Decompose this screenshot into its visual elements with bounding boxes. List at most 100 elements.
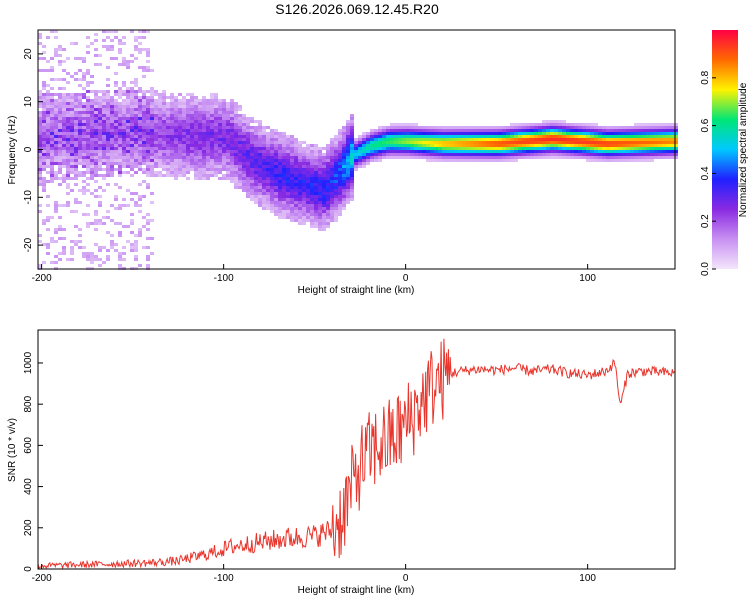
spectrogram-cell	[74, 138, 78, 141]
spectrogram-cell	[94, 39, 98, 42]
spectrogram-cell	[298, 159, 302, 162]
spectrogram-cell	[138, 228, 142, 231]
spectrogram-cell	[670, 147, 674, 150]
spectrogram-cell	[90, 135, 94, 138]
spectrogram-cell	[630, 132, 634, 135]
spectrogram-cell	[90, 222, 94, 225]
spectrogram-cell	[90, 159, 94, 162]
spectrogram-cell	[118, 42, 122, 45]
spectrogram-cell	[274, 159, 278, 162]
y-tick-label: 0	[23, 146, 34, 152]
spectrogram-cell	[482, 159, 486, 162]
spectrogram-cell	[62, 102, 66, 105]
spectrogram-cell	[58, 60, 62, 63]
spectrogram-cell	[146, 255, 150, 258]
spectrogram-cell	[250, 165, 254, 168]
spectrogram-cell	[598, 144, 602, 147]
spectrogram-cell	[158, 135, 162, 138]
spectrogram-cell	[230, 141, 234, 144]
spectrogram-cell	[270, 210, 274, 213]
spectrogram-cell	[162, 111, 166, 114]
spectrogram-cell	[274, 165, 278, 168]
spectrogram-cell	[310, 168, 314, 171]
spectrogram-cell	[334, 198, 338, 201]
spectrogram-cell	[78, 126, 82, 129]
spectrogram-cell	[66, 105, 70, 108]
spectrogram-cell	[110, 114, 114, 117]
spectrogram-cell	[298, 192, 302, 195]
spectrogram-cell	[538, 138, 542, 141]
spectrogram-cell	[234, 165, 238, 168]
spectrogram-cell	[618, 156, 622, 159]
spectrogram-cell	[234, 159, 238, 162]
spectrogram-cell	[162, 129, 166, 132]
spectrogram-cell	[70, 144, 74, 147]
spectrogram-cell	[274, 132, 278, 135]
spectrogram-cell	[274, 147, 278, 150]
spectrogram-cell	[650, 147, 654, 150]
spectrogram-cell	[326, 222, 330, 225]
spectrogram-cell	[74, 132, 78, 135]
spectrogram-cell	[554, 135, 558, 138]
spectrogram-cell	[462, 159, 466, 162]
spectrogram-cell	[214, 156, 218, 159]
spectrogram-cell	[442, 144, 446, 147]
spectrogram-cell	[326, 204, 330, 207]
spectrogram-cell	[222, 135, 226, 138]
spectrogram-cell	[458, 132, 462, 135]
spectrogram-cell	[554, 144, 558, 147]
spectrogram-cell	[106, 255, 110, 258]
spectrogram-cell	[46, 36, 50, 39]
spectrogram-cell	[118, 159, 122, 162]
spectrogram-cell	[70, 126, 74, 129]
spectrogram-cell	[70, 168, 74, 171]
spectrogram-cell	[522, 126, 526, 129]
spectrogram-cell	[62, 60, 66, 63]
spectrogram-cell	[342, 165, 346, 168]
spectrogram-cell	[202, 108, 206, 111]
spectrogram-cell	[450, 135, 454, 138]
spectrogram-cell	[414, 141, 418, 144]
spectrogram-cell	[62, 123, 66, 126]
spectrogram-cell	[178, 138, 182, 141]
spectrogram-cell	[318, 159, 322, 162]
spectrogram-cell	[286, 210, 290, 213]
spectrogram-cell	[38, 123, 42, 126]
spectrogram-cell	[270, 177, 274, 180]
spectrogram-cell	[166, 171, 170, 174]
spectrogram-cell	[338, 153, 342, 156]
spectrogram-cell	[514, 135, 518, 138]
spectrogram-cell	[58, 111, 62, 114]
spectrogram-cell	[98, 108, 102, 111]
spectrogram-cell	[330, 156, 334, 159]
spectrogram-cell	[246, 123, 250, 126]
spectrogram-cell	[102, 168, 106, 171]
spectrogram-cell	[538, 144, 542, 147]
spectrogram-cell	[166, 108, 170, 111]
spectrogram-cell	[326, 162, 330, 165]
spectrogram-cell	[106, 48, 110, 51]
spectrogram-cell	[438, 138, 442, 141]
spectrogram-cell	[70, 153, 74, 156]
spectrogram-cell	[282, 168, 286, 171]
spectrogram-cell	[202, 138, 206, 141]
spectrogram-cell	[310, 216, 314, 219]
spectrogram-cell	[278, 198, 282, 201]
spectrogram-cell	[66, 96, 70, 99]
spectrogram-cell	[78, 120, 82, 123]
spectrogram-cell	[218, 111, 222, 114]
spectrogram-cell	[166, 165, 170, 168]
spectrogram-cell	[206, 126, 210, 129]
spectrogram-cell	[182, 150, 186, 153]
spectrogram-cell	[190, 117, 194, 120]
spectrogram-cell	[190, 147, 194, 150]
spectrogram-cell	[302, 156, 306, 159]
spectrogram-cell	[206, 159, 210, 162]
spectrogram-cell	[186, 138, 190, 141]
spectrogram-cell	[230, 105, 234, 108]
spectrogram-cell	[210, 105, 214, 108]
spectrogram-cell	[398, 150, 402, 153]
spectrogram-cell	[86, 222, 90, 225]
spectrogram-cell	[514, 141, 518, 144]
spectrogram-cell	[222, 111, 226, 114]
